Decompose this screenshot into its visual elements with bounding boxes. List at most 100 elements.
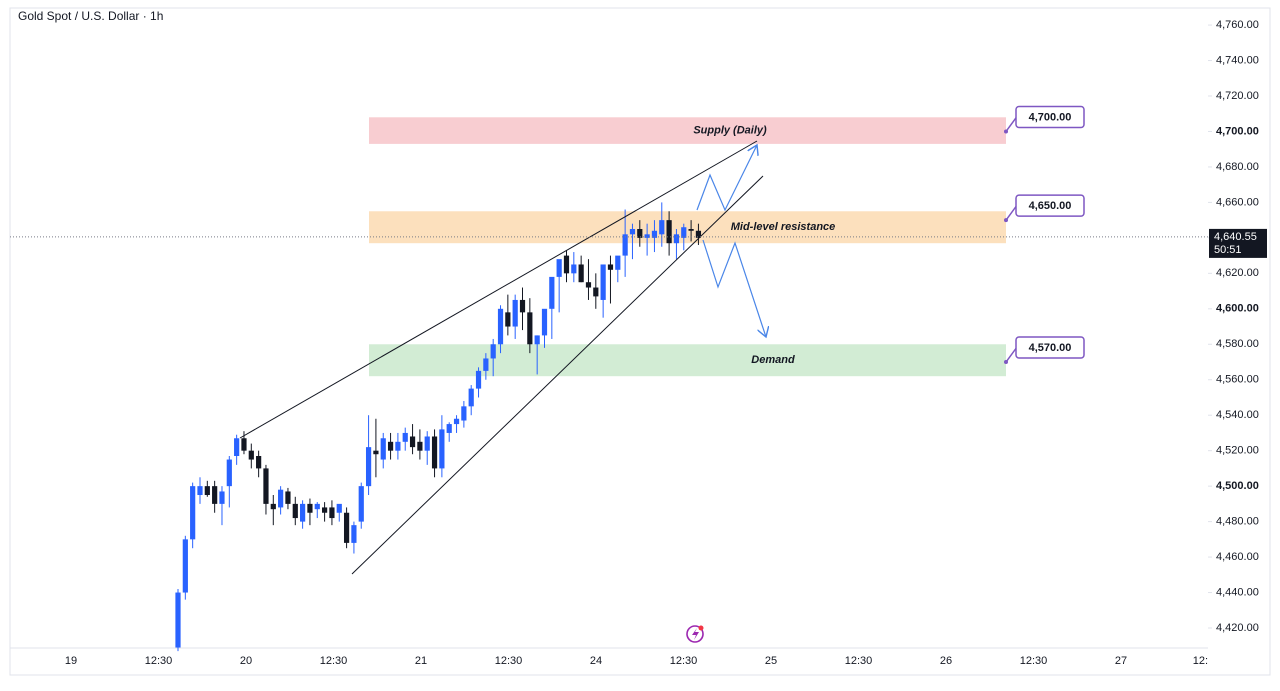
y-tick-label: 4,720.00 — [1216, 90, 1259, 102]
candle-body — [673, 234, 680, 244]
last-price-label: 4,640.55 — [1214, 231, 1257, 243]
candle-body — [681, 227, 687, 238]
candle-body — [651, 230, 658, 238]
candle-body — [278, 489, 284, 508]
candle-body — [534, 335, 540, 345]
candle-body — [175, 592, 181, 648]
y-tick-label: 4,700.00 — [1216, 125, 1259, 137]
x-tick-label: 12:30 — [1020, 655, 1048, 667]
x-tick-label: 24 — [590, 655, 602, 667]
callout-pointer — [1005, 116, 1018, 132]
candle-body — [497, 308, 504, 345]
candle-body — [571, 264, 577, 274]
candle-body — [212, 486, 218, 504]
candle-body — [615, 255, 621, 270]
candle-body — [593, 287, 599, 297]
candle-body — [563, 255, 570, 274]
callout-pointer — [1005, 346, 1018, 363]
candle-body — [600, 264, 606, 300]
candle-body — [402, 432, 408, 442]
candle-body — [285, 491, 291, 504]
x-tick-label: 12:30 — [670, 655, 698, 667]
scenario-arrow — [696, 145, 757, 212]
candle-body — [387, 441, 394, 451]
candle-body — [336, 503, 342, 513]
callout-box — [1015, 105, 1085, 129]
x-tick-label: 20 — [240, 655, 252, 667]
y-tick-label: 4,740.00 — [1216, 54, 1259, 66]
candle-body — [182, 539, 188, 593]
chart-title: Gold Spot / U.S. Dollar · 1h — [18, 9, 163, 23]
candle-body — [578, 264, 584, 283]
candle-body — [483, 358, 489, 371]
candle-body — [219, 491, 225, 504]
candle-body — [307, 503, 313, 513]
candle-body — [527, 312, 533, 345]
candle-body — [431, 436, 438, 469]
callout-label: 4,650.00 — [1029, 200, 1072, 212]
callout-pointer — [1005, 204, 1018, 221]
callout-anchor — [1004, 129, 1008, 134]
last-price-box — [1209, 228, 1267, 258]
candle-body — [519, 299, 526, 313]
zone — [369, 211, 1006, 244]
zone — [369, 117, 1006, 144]
candle-body — [439, 429, 445, 469]
y-tick-label: 4,620.00 — [1216, 267, 1259, 279]
candle-body — [541, 308, 548, 336]
candle-body — [270, 503, 276, 510]
y-tick-label: 4,440.00 — [1216, 586, 1259, 598]
candle-body — [226, 459, 232, 487]
zone-label: Mid-level resistance — [731, 221, 836, 233]
candle-body — [204, 486, 210, 496]
candle-body — [365, 447, 372, 487]
y-tick-label: 4,580.00 — [1216, 338, 1259, 350]
candle-body — [241, 438, 247, 451]
callout-anchor — [1004, 360, 1008, 365]
y-tick-label: 4,460.00 — [1216, 551, 1259, 563]
candle-body — [197, 486, 203, 496]
candle-body — [190, 486, 196, 540]
candle-body — [461, 406, 467, 421]
trendline — [351, 175, 764, 575]
y-tick-label: 4,760.00 — [1216, 19, 1259, 31]
callout-box — [1015, 336, 1085, 359]
candle-body — [395, 441, 401, 451]
candle-body — [380, 438, 386, 460]
candle-body — [409, 436, 416, 448]
zone-label: Demand — [751, 354, 795, 366]
callout-label: 4,700.00 — [1029, 111, 1072, 123]
candle-body — [512, 299, 518, 327]
x-tick-label: 12:30 — [845, 655, 873, 667]
scenario-arrow — [702, 239, 766, 337]
candle-body — [234, 438, 240, 456]
x-tick-label: 27 — [1115, 655, 1127, 667]
x-tick-label: 12:30 — [320, 655, 348, 667]
candle-body — [322, 507, 328, 513]
y-tick-label: 4,660.00 — [1216, 196, 1259, 208]
candle-body — [549, 276, 555, 309]
alert-icon[interactable] — [686, 625, 704, 643]
candle-body — [300, 503, 306, 522]
frame — [9, 7, 1271, 676]
trendline — [239, 140, 758, 439]
candle-body — [453, 418, 460, 425]
candle-body — [263, 468, 269, 504]
candle-body — [585, 282, 592, 288]
countdown: 50:51 — [1214, 244, 1242, 256]
callout-box — [1015, 194, 1085, 217]
x-tick-label: 12: — [1193, 655, 1208, 667]
y-tick-label: 4,540.00 — [1216, 409, 1259, 421]
y-tick-label: 4,600.00 — [1216, 303, 1259, 315]
candle-body — [248, 450, 254, 460]
candle-body — [314, 503, 320, 510]
candle-body — [556, 259, 562, 277]
callout-label: 4,570.00 — [1029, 342, 1072, 354]
x-tick-label: 12:30 — [145, 655, 173, 667]
candle-body — [292, 503, 298, 519]
zone-label: Supply (Daily) — [693, 124, 767, 136]
y-tick-label: 4,480.00 — [1216, 516, 1259, 528]
candle-body — [358, 486, 364, 522]
